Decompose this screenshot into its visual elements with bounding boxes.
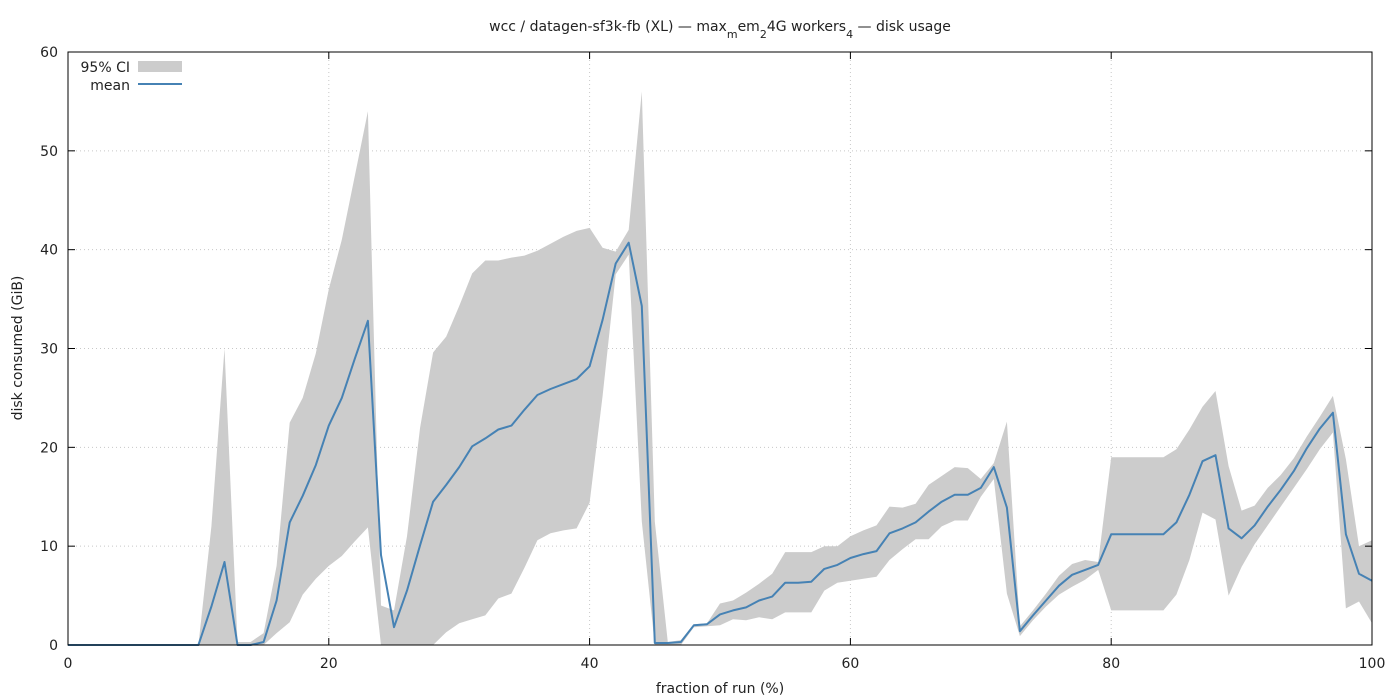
y-tick-label: 40 [40,243,58,259]
mean-line [68,241,1373,646]
y-tick-label: 0 [49,638,58,654]
x-tick-label: 100 [1359,656,1386,672]
confidence-band-layer [68,91,1372,645]
x-tick-label: 40 [581,656,599,672]
y-axis-title: disk consumed (GiB) [10,276,26,421]
x-tick-label: 20 [320,656,338,672]
x-tick-label: 0 [64,656,73,672]
legend-band-swatch [138,61,182,72]
confidence-band [68,91,1372,645]
y-tick-label: 10 [40,539,58,555]
y-tick-label: 50 [40,144,58,160]
x-axis-title: fraction of run (%) [656,681,784,697]
mean-line-layer [68,241,1373,646]
legend: 95% CI mean [81,60,182,94]
legend-band-label: 95% CI [81,60,130,76]
y-tick-label: 20 [40,440,58,456]
x-tick-label: 80 [1102,656,1120,672]
legend-line-label: mean [90,78,130,94]
chart-title: wcc / datagen-sf3k-fb (XL) — maxmem24G w… [489,19,951,41]
y-tick-label: 30 [40,342,58,358]
y-tick-label: 60 [40,45,58,61]
x-tick-label: 60 [841,656,859,672]
axis-ticks: 0 20 40 60 80 100 0 10 20 30 40 50 60 [40,45,1385,672]
